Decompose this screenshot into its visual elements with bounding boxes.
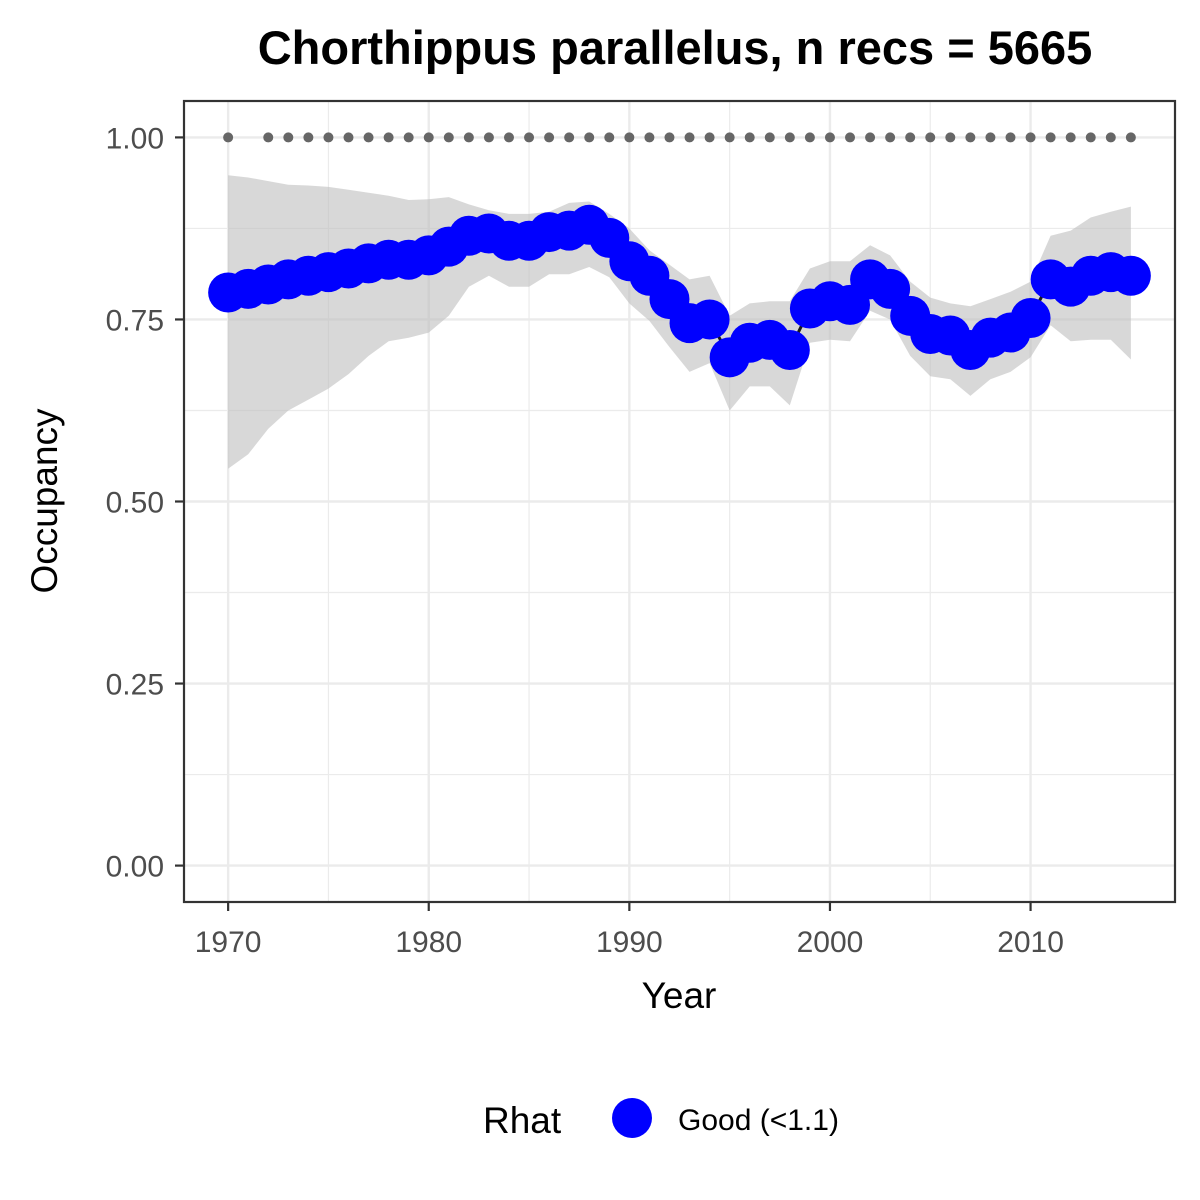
reference-point: [885, 132, 896, 143]
reference-point: [263, 132, 274, 143]
reference-point: [423, 132, 434, 143]
reference-point: [363, 132, 374, 143]
reference-point: [704, 132, 715, 143]
reference-point: [644, 132, 655, 143]
occupancy-point: [769, 330, 810, 371]
occupancy-points: [208, 204, 1151, 378]
reference-point: [1125, 132, 1136, 143]
reference-point: [824, 132, 835, 143]
y-tick-label: 0.25: [106, 669, 164, 702]
reference-point: [1085, 132, 1096, 143]
reference-point: [604, 132, 615, 143]
plot-area: [182, 99, 1177, 904]
reference-dotted-series: [223, 132, 1136, 143]
reference-point: [1005, 132, 1016, 143]
reference-point: [865, 132, 876, 143]
x-tick-label: 2000: [797, 926, 864, 959]
reference-point: [664, 132, 675, 143]
occupancy-point: [1110, 255, 1151, 296]
reference-point: [283, 132, 294, 143]
reference-point: [443, 132, 454, 143]
reference-point: [624, 132, 635, 143]
x-tick-label: 1970: [195, 926, 262, 959]
reference-point: [383, 132, 394, 143]
x-tick-label: 1980: [395, 926, 462, 959]
reference-point: [1105, 132, 1116, 143]
x-tick-label: 1990: [596, 926, 663, 959]
legend-key-good: [612, 1098, 652, 1138]
chart-title: Chorthippus parallelus, n recs = 5665: [258, 21, 1093, 74]
y-axis-title: Occupancy: [24, 408, 65, 594]
reference-point: [223, 132, 234, 143]
x-axis: 1970 1980 1990 2000 2010: [195, 902, 1064, 959]
reference-point: [945, 132, 956, 143]
reference-point: [303, 132, 314, 143]
legend-title: Rhat: [483, 1100, 562, 1141]
reference-point: [483, 132, 494, 143]
occupancy-point: [1010, 297, 1051, 338]
y-tick-label: 1.00: [106, 122, 164, 155]
reference-point: [544, 132, 555, 143]
reference-point: [323, 132, 334, 143]
legend-label-good: Good (<1.1): [678, 1104, 839, 1137]
reference-point: [925, 132, 936, 143]
reference-point: [845, 132, 856, 143]
x-axis-title: Year: [642, 975, 717, 1016]
reference-point: [403, 132, 414, 143]
reference-point: [804, 132, 815, 143]
reference-point: [584, 132, 595, 143]
y-axis: 0.00 0.25 0.50 0.75 1.00: [106, 122, 184, 884]
reference-point: [1065, 132, 1076, 143]
reference-point: [744, 132, 755, 143]
reference-point: [524, 132, 535, 143]
reference-point: [503, 132, 514, 143]
reference-point: [905, 132, 916, 143]
y-tick-label: 0.75: [106, 304, 164, 337]
reference-point: [463, 132, 474, 143]
occupancy-point: [689, 299, 730, 340]
reference-point: [985, 132, 996, 143]
reference-point: [684, 132, 695, 143]
reference-point: [764, 132, 775, 143]
reference-point: [343, 132, 354, 143]
y-tick-label: 0.50: [106, 487, 164, 520]
legend: Rhat Good (<1.1): [483, 1098, 839, 1141]
reference-point: [564, 132, 575, 143]
reference-point: [724, 132, 735, 143]
x-tick-label: 2010: [997, 926, 1064, 959]
reference-point: [784, 132, 795, 143]
reference-point: [1045, 132, 1056, 143]
reference-point: [1025, 132, 1036, 143]
y-tick-label: 0.00: [106, 851, 164, 884]
reference-point: [965, 132, 976, 143]
